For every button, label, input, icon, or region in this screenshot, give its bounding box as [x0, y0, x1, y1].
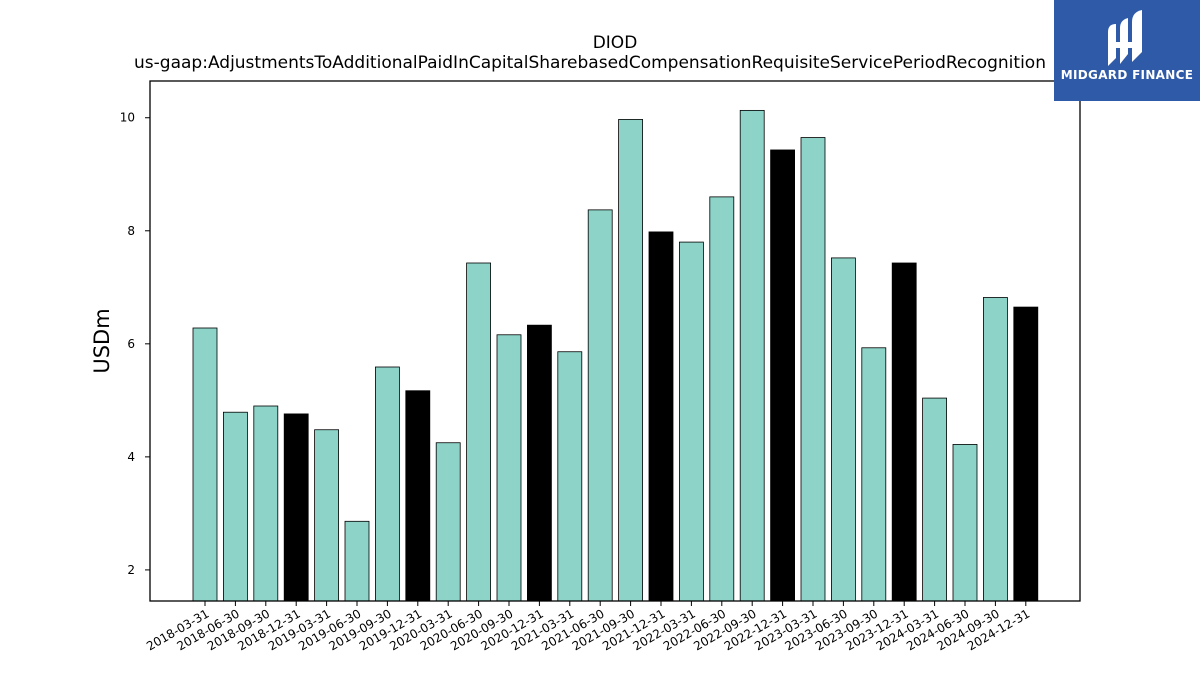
bar-2020-09-30	[496, 334, 522, 602]
y-tick-label: 10	[120, 111, 135, 125]
bar-2024-03-31	[922, 397, 947, 602]
bar-2024-09-30	[983, 297, 1008, 602]
bars-group	[192, 109, 1039, 602]
y-tick-label: 2	[127, 563, 135, 577]
bar-2022-03-31	[679, 241, 704, 602]
bar-2019-09-30	[374, 366, 400, 602]
bar-2021-03-31	[557, 351, 583, 602]
plot-frame	[149, 80, 1081, 602]
bar-2024-12-31	[1013, 306, 1039, 602]
bar-2023-03-31	[800, 137, 826, 602]
y-tick-label: 6	[127, 337, 135, 351]
bar-2022-06-30	[709, 196, 735, 602]
bar-2021-06-30	[587, 209, 613, 602]
bar-2020-06-30	[466, 262, 492, 602]
bar-2020-12-31	[527, 324, 552, 602]
chart-title: DIOD	[593, 33, 638, 53]
chart-subtitle: us-gaap:AdjustmentsToAdditionalPaidInCap…	[134, 53, 1046, 73]
logo-text: MIDGARD FINANCE	[1060, 68, 1194, 82]
bar-2021-12-31	[648, 231, 674, 602]
y-axis-label: USDm	[90, 308, 114, 373]
bar-2023-09-30	[861, 347, 887, 602]
y-tick-label: 8	[127, 224, 135, 238]
bar-2019-12-31	[405, 390, 431, 602]
bar-2022-12-31	[770, 149, 795, 602]
bar-2019-06-30	[344, 520, 370, 602]
bar-2018-12-31	[283, 413, 309, 602]
bar-2018-03-31	[192, 327, 218, 602]
midgard-logo-icon	[1108, 10, 1142, 66]
bar-2018-09-30	[253, 405, 279, 602]
bar-2020-03-31	[435, 442, 461, 602]
bar-2023-12-31	[891, 262, 917, 602]
bar-2023-06-30	[831, 257, 856, 602]
bar-2024-06-30	[952, 444, 978, 602]
bar-2022-09-30	[739, 109, 765, 602]
x-axis: 2018-03-312018-06-302018-09-302018-12-31…	[144, 601, 1032, 653]
bar-2018-06-30	[222, 411, 248, 602]
bar-2019-03-31	[314, 429, 340, 602]
y-axis: 2 4 6 8 10	[120, 111, 150, 577]
brand-logo: MIDGARD FINANCE	[1054, 0, 1200, 101]
y-tick-label: 4	[127, 450, 135, 464]
bar-2021-09-30	[618, 119, 643, 602]
